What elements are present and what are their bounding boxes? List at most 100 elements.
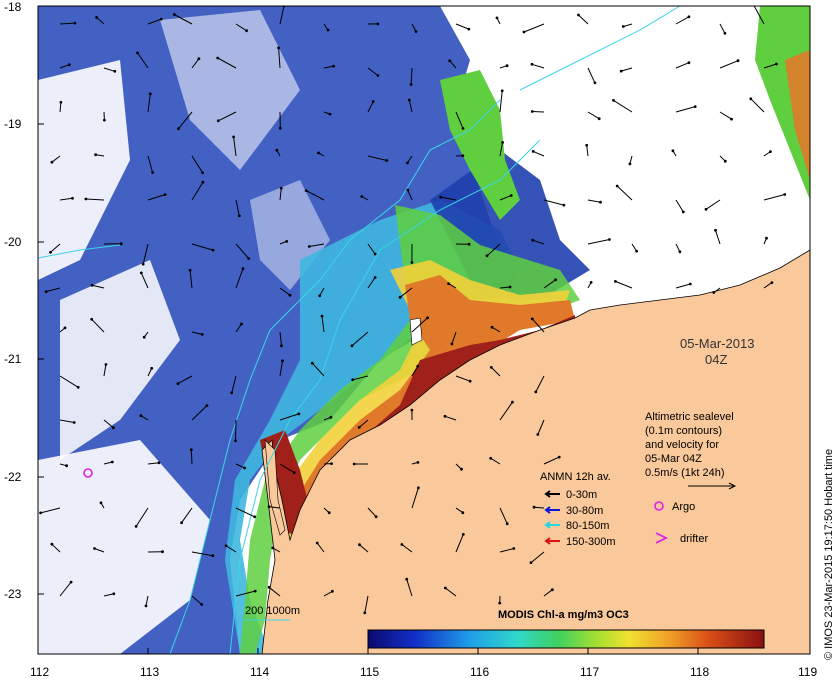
velocity-arrow-head xyxy=(688,282,692,286)
velocity-arrow-head xyxy=(614,280,617,283)
velocity-arrow xyxy=(190,449,193,465)
velocity-arrow xyxy=(352,375,369,381)
velocity-arrow-head xyxy=(72,421,76,424)
velocity-arrow xyxy=(449,60,457,69)
x-axis-labels: 112 113 114 115 116 117 118 119 xyxy=(30,665,817,679)
velocity-arrow xyxy=(535,375,545,393)
velocity-arrow-head xyxy=(113,69,117,73)
velocity-arrow-head xyxy=(714,228,717,232)
velocity-arrow-head xyxy=(73,21,77,25)
velocity-arrow xyxy=(499,195,512,201)
velocity-arrow xyxy=(763,194,785,201)
velocity-arrow-head xyxy=(612,99,615,102)
altimetry-line-4: 05-Mar 04Z xyxy=(645,453,702,465)
velocity-arrow xyxy=(50,243,61,253)
velocity-arrow-head xyxy=(681,210,685,214)
velocity-arrow-head xyxy=(243,466,247,470)
velocity-arrow xyxy=(675,199,684,213)
velocity-arrow-head xyxy=(407,98,411,102)
anmn-title: ANMN 12h av. xyxy=(540,471,611,483)
velocity-arrow xyxy=(715,230,721,245)
velocity-arrow xyxy=(96,17,105,25)
velocity-arrow xyxy=(279,360,283,377)
velocity-arrow-head xyxy=(148,92,152,96)
velocity-arrow-head xyxy=(134,525,138,528)
velocity-arrow-head xyxy=(136,51,139,55)
velocity-arrow-head xyxy=(589,281,593,284)
velocity-arrow xyxy=(278,47,281,69)
velocity-arrow-head xyxy=(50,542,54,546)
argo-label: Argo xyxy=(672,501,695,513)
velocity-arrow xyxy=(103,461,113,465)
velocity-arrow xyxy=(191,58,200,69)
velocity-arrow-head xyxy=(461,511,465,515)
velocity-arrow xyxy=(530,551,545,563)
velocity-arrow-head xyxy=(687,15,691,19)
credit-text: © IMOS 23-Mar-2015 19:17:50 Hobart time xyxy=(823,449,835,660)
anmn-item-150-300m: 150-300m xyxy=(544,536,616,548)
velocity-arrow xyxy=(411,23,417,32)
velocity-arrow-head xyxy=(621,25,625,28)
velocity-arrow xyxy=(218,111,237,122)
velocity-arrow xyxy=(406,579,413,597)
velocity-arrow-head xyxy=(461,126,465,130)
velocity-arrow-head xyxy=(416,364,420,368)
velocity-arrow xyxy=(499,286,511,289)
velocity-arrow-head xyxy=(498,601,502,605)
velocity-arrow xyxy=(411,365,419,377)
velocity-arrow-head xyxy=(460,467,463,471)
velocity-arrow-head xyxy=(49,250,52,254)
velocity-arrow xyxy=(279,188,282,201)
velocity-arrow-head xyxy=(409,83,413,86)
velocity-arrow-head xyxy=(351,378,355,382)
velocity-arrow-head xyxy=(467,242,471,246)
velocity-arrow xyxy=(367,277,376,289)
velocity-arrow xyxy=(750,98,765,113)
velocity-arrow xyxy=(145,595,149,606)
velocity-arrow xyxy=(364,595,369,613)
velocity-arrow-head xyxy=(511,400,514,404)
velocity-arrow-head xyxy=(329,415,333,419)
x-tick-112: 112 xyxy=(30,665,49,679)
velocity-arrow-head xyxy=(141,262,145,266)
velocity-arrow xyxy=(705,199,721,210)
velocity-arrow xyxy=(675,106,696,113)
x-tick-119: 119 xyxy=(798,665,817,679)
x-tick-113: 113 xyxy=(140,665,159,679)
velocity-arrow-head xyxy=(443,414,447,418)
velocity-arrow xyxy=(719,111,732,120)
velocity-arrow-head xyxy=(180,521,184,525)
velocity-arrow-head xyxy=(577,13,580,17)
velocity-arrow xyxy=(103,419,114,429)
velocity-arrow xyxy=(321,316,325,333)
velocity-arrow xyxy=(316,542,325,553)
velocity-arrow-head xyxy=(783,193,787,196)
velocity-arrow xyxy=(279,6,285,25)
velocity-arrow xyxy=(499,401,513,421)
velocity-arrow-head xyxy=(292,471,296,474)
velocity-arrow-head xyxy=(531,150,535,153)
velocity-arrow xyxy=(455,23,469,30)
velocity-arrow xyxy=(532,239,545,245)
velocity-arrow xyxy=(401,544,413,553)
velocity-arrow-head xyxy=(159,17,163,21)
velocity-arrow xyxy=(586,145,589,157)
velocity-arrow xyxy=(59,375,79,388)
velocity-arrow-head xyxy=(360,195,364,198)
velocity-arrow xyxy=(59,102,62,113)
velocity-arrow-head xyxy=(461,154,465,158)
velocity-arrow xyxy=(491,326,501,333)
velocity-arrow xyxy=(59,419,75,423)
velocity-arrow-head xyxy=(331,589,334,593)
velocity-arrow xyxy=(181,507,193,523)
velocity-arrow xyxy=(225,545,237,553)
velocity-arrow-head xyxy=(139,271,143,275)
velocity-arrow-head xyxy=(448,59,452,63)
velocity-arrow-head xyxy=(562,203,566,207)
altimetry-legend: Altimetric sealevel (0.1m contours) and … xyxy=(645,411,737,490)
velocity-arrow-head xyxy=(216,119,220,123)
velocity-arrow xyxy=(178,111,193,130)
velocity-arrow xyxy=(279,413,299,421)
argo-legend-icon xyxy=(654,501,664,511)
velocity-arrow-head xyxy=(678,250,682,254)
